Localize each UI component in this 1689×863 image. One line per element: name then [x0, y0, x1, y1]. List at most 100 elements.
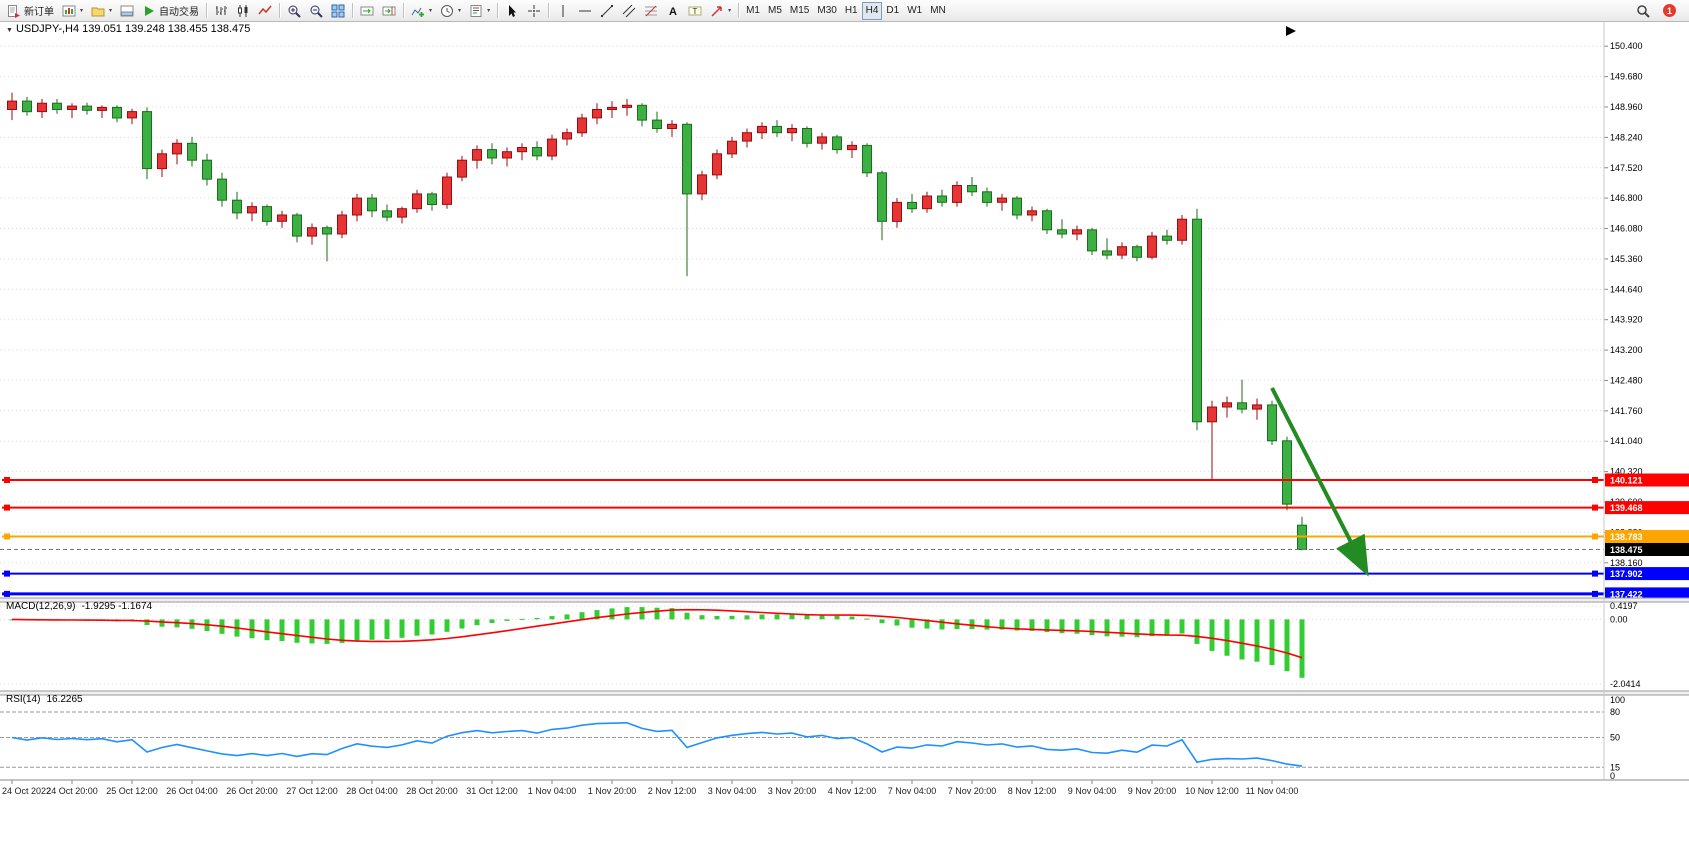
cursor-button[interactable]: [501, 2, 523, 20]
timeframe-m5-button[interactable]: M5: [764, 2, 786, 20]
text-label-button[interactable]: T: [684, 2, 706, 20]
toolbar-separator: [548, 3, 550, 18]
indicators-button[interactable]: ▾: [407, 2, 436, 20]
toolbar-separator: [738, 3, 740, 18]
horizontal-line[interactable]: [2, 477, 1604, 483]
chart-canvas[interactable]: 150.400 149.680 148.960 148.240 147.520 146.8…: [0, 21, 1689, 863]
price-tag: 137.902: [1605, 567, 1689, 581]
macd-axis-label: 0.00: [1610, 614, 1628, 624]
timeframe-m30-button-label: M30: [817, 5, 837, 16]
candle: [1132, 246, 1142, 258]
trendline-button[interactable]: [596, 2, 618, 20]
auto-scroll-button[interactable]: [356, 2, 378, 20]
zoom-out-icon: [309, 4, 323, 18]
timeframe-m5-button-label: M5: [768, 5, 782, 16]
candlestick-chart-button[interactable]: [232, 2, 254, 20]
alerts-button[interactable]: 1: [1659, 2, 1680, 20]
macd-bar: [1134, 619, 1140, 638]
timeframe-h4-button[interactable]: H4: [861, 1, 883, 20]
timeframe-d1-button[interactable]: D1: [882, 2, 903, 20]
candle: [52, 102, 62, 110]
timeframe-mn-button[interactable]: MN: [926, 2, 950, 20]
candle: [577, 117, 587, 134]
tile-windows-button[interactable]: [327, 2, 349, 20]
candle: [277, 214, 287, 222]
search-button[interactable]: [1632, 2, 1654, 20]
macd-bar: [309, 619, 315, 644]
horizontal-line[interactable]: [2, 504, 1604, 511]
bar-chart-button[interactable]: [210, 2, 232, 20]
svg-text:138.783: 138.783: [1610, 532, 1643, 542]
price-tag: 137.422: [1605, 587, 1689, 601]
toolbar-separator: [497, 3, 499, 18]
candle: [907, 201, 917, 210]
rsi-axis-label: 50: [1610, 733, 1620, 743]
auto-trading-button[interactable]: 自动交易: [138, 2, 203, 20]
timeframe-m15-button[interactable]: M15: [786, 2, 813, 20]
macd-bar: [969, 619, 975, 630]
fibonacci-button[interactable]: [640, 2, 662, 20]
candle: [352, 197, 362, 216]
timeframe-h1-button[interactable]: H1: [841, 2, 862, 20]
candle: [817, 136, 827, 144]
chart-shift-button[interactable]: [378, 2, 400, 20]
candle: [202, 159, 212, 180]
horizontal-line-button[interactable]: [574, 2, 596, 20]
rsi-indicator-name: RSI(14): [6, 694, 41, 705]
zoom-out-button[interactable]: [305, 2, 327, 20]
candle: [712, 153, 722, 176]
candle: [1027, 210, 1037, 216]
macd-bar: [384, 619, 390, 640]
toolbar: 新订单 ▾ ▾ 自动交易 ▾ ▾ ▾ A T ▾ M1 M5 M15 M30 H1 H4 D1 W1 MN 1: [0, 0, 1689, 22]
price-axis-label: 143.920: [1610, 315, 1643, 325]
trend-arrow[interactable]: [1270, 387, 1369, 577]
price-axis-label: 149.680: [1610, 72, 1643, 82]
price-axis-label: 145.360: [1610, 254, 1643, 264]
templates-button[interactable]: ▾: [465, 2, 494, 20]
arrows-button[interactable]: ▾: [706, 2, 735, 20]
svg-text:138.475: 138.475: [1610, 545, 1643, 555]
terminal-button[interactable]: [116, 2, 138, 20]
time-axis-label: 1 Nov 04:00: [528, 786, 577, 796]
new-order-button[interactable]: 新订单: [3, 2, 58, 20]
time-axis-label: 25 Oct 12:00: [106, 786, 158, 796]
timeframe-m30-button[interactable]: M30: [813, 2, 840, 20]
price-axis-label: 138.160: [1610, 558, 1643, 568]
line-chart-button[interactable]: [254, 2, 276, 20]
channel-button[interactable]: [618, 2, 640, 20]
price-tag: 139.468: [1605, 501, 1689, 515]
one-click-trading-toggle[interactable]: ▼: [6, 27, 13, 34]
horizontal-line-icon: [578, 4, 592, 18]
timeframe-w1-button[interactable]: W1: [903, 2, 926, 20]
candle: [232, 199, 242, 214]
macd-bar: [1179, 619, 1185, 634]
line-handle: [1592, 477, 1598, 483]
new-chart-button[interactable]: ▾: [58, 2, 87, 20]
chart-shift-marker[interactable]: [1286, 26, 1296, 36]
time-axis-label: 27 Oct 12:00: [286, 786, 338, 796]
macd-bar: [444, 619, 450, 632]
vertical-line-button[interactable]: [552, 2, 574, 20]
macd-bar: [609, 608, 615, 620]
horizontal-line[interactable]: [2, 590, 1604, 597]
crosshair-button[interactable]: [523, 2, 545, 20]
macd-bar: [144, 619, 150, 625]
candles: [7, 92, 1307, 551]
terminal-icon: [120, 4, 134, 18]
time-axis-label: 3 Nov 20:00: [768, 786, 817, 796]
line-handle: [4, 477, 10, 483]
rsi-indicator-value: 16.2265: [46, 694, 83, 705]
zoom-in-button[interactable]: [283, 2, 305, 20]
macd-bar: [1089, 619, 1095, 636]
macd-bar: [429, 619, 435, 635]
caret-down-icon: ▾: [80, 8, 84, 14]
text-icon: A: [666, 4, 680, 18]
text-button[interactable]: A: [662, 2, 684, 20]
crosshair-icon: [527, 4, 541, 18]
periods-button[interactable]: ▾: [436, 2, 465, 20]
candle: [502, 151, 512, 159]
candle: [1117, 246, 1127, 256]
timeframe-m1-button[interactable]: M1: [742, 2, 764, 20]
candle: [997, 197, 1007, 203]
profiles-button[interactable]: ▾: [87, 2, 116, 20]
